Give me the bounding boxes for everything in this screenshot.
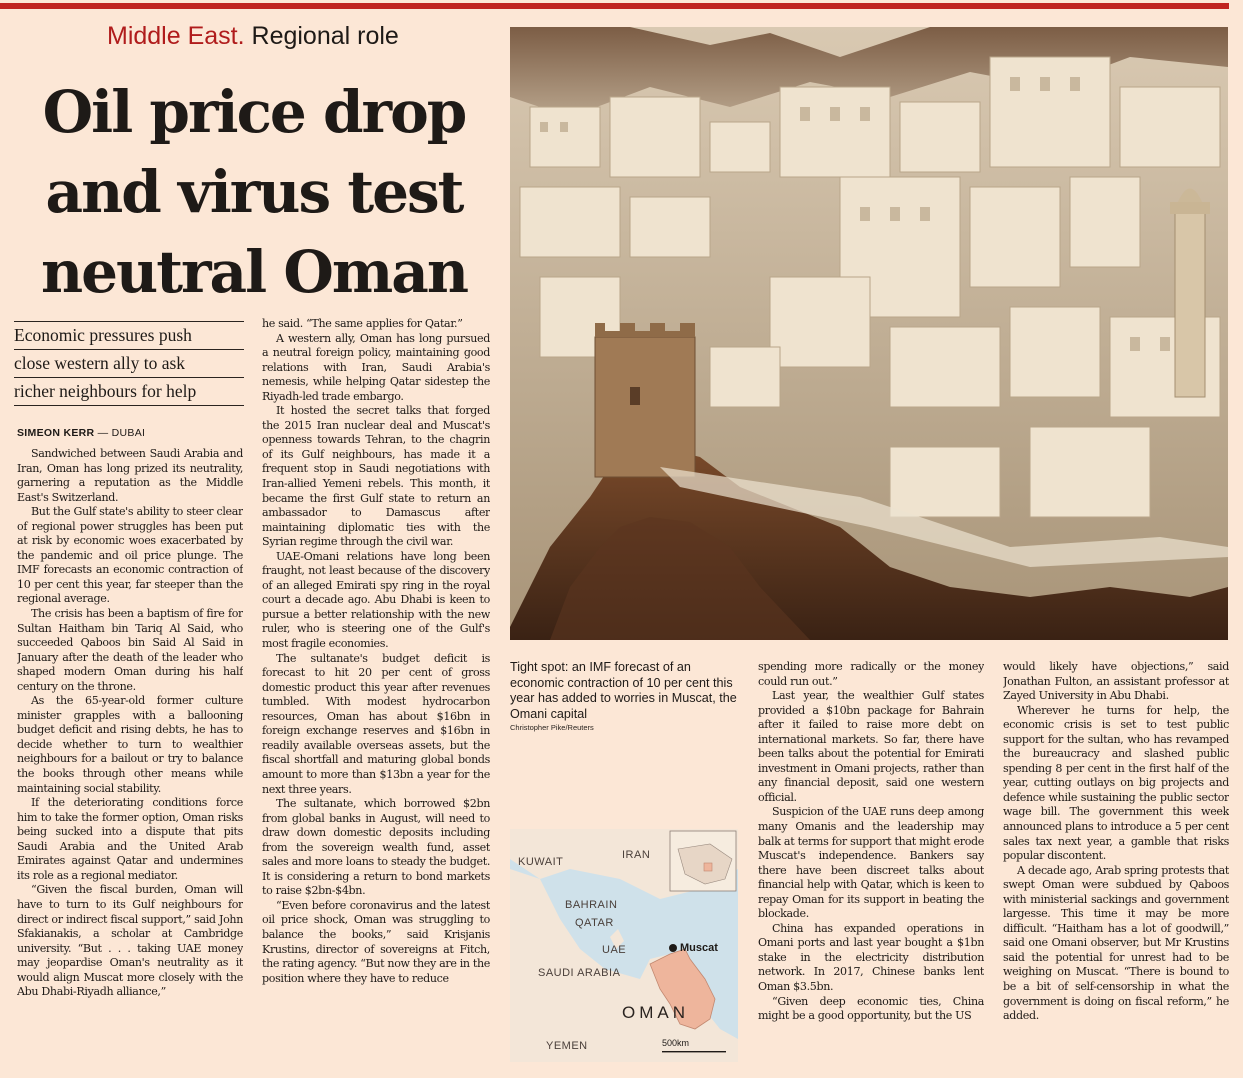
standfirst-line: close western ally to ask <box>14 349 244 377</box>
article-paragraph: UAE-Omani relations have long been fraug… <box>262 549 490 651</box>
article-paragraph: “Given deep economic ties, China might b… <box>758 994 984 1023</box>
article-paragraph: Sandwiched between Saudi Arabia and Iran… <box>17 447 243 504</box>
article-paragraph: Last year, the wealthier Gulf states pro… <box>758 689 984 804</box>
byline-author[interactable]: SIMEON KERR <box>17 427 95 439</box>
map-label-iran: IRAN <box>622 849 651 861</box>
standfirst: Economic pressures push close western al… <box>14 321 244 406</box>
article-paragraph: The crisis has been a baptism of fire fo… <box>17 607 243 693</box>
article-paragraph: Wherever he turns for help, the economic… <box>1003 703 1229 863</box>
map-label-qatar: QATAR <box>575 917 614 929</box>
article-paragraph: A western ally, Oman has long pursued a … <box>262 331 490 403</box>
article-column-2: he said. “The same applies for Qatar.” A… <box>262 317 490 1075</box>
section-header: Middle East. Regional role <box>107 22 399 51</box>
photo-illustration <box>510 27 1228 640</box>
top-accent-bar <box>0 3 1229 9</box>
standfirst-line: Economic pressures push <box>14 321 244 349</box>
article-paragraph: “Even before coronavirus and the latest … <box>262 898 490 985</box>
headline: Oil price drop and virus test neutral Om… <box>14 72 494 312</box>
photo-credit: Christopher Pike/Reuters <box>510 723 594 732</box>
section-label[interactable]: Middle East. <box>107 22 245 50</box>
map-label-uae: UAE <box>602 944 627 956</box>
headline-line: Oil price drop <box>42 78 468 146</box>
map-label-saudi-arabia: SAUDI ARABIA <box>538 967 621 979</box>
map-label-kuwait: KUWAIT <box>518 856 564 868</box>
article-column-3: spending more radically or the money cou… <box>758 660 984 1075</box>
article-paragraph: would likely have objections,” said Jona… <box>1003 660 1229 703</box>
headline-line: and virus test <box>45 158 465 226</box>
article-paragraph: The sultanate's budget deficit is foreca… <box>262 651 490 796</box>
map-label-muscat: Muscat <box>680 942 718 954</box>
map-label-yemen: YEMEN <box>546 1040 588 1052</box>
article-paragraph: A decade ago, Arab spring protests that … <box>1003 863 1229 1023</box>
article-paragraph: he said. “The same applies for Qatar.” <box>262 317 463 330</box>
article-paragraph: China has expanded operations in Omani p… <box>758 921 984 994</box>
article-paragraph: “Given the fiscal burden, Oman will have… <box>17 883 243 999</box>
article-paragraph: If the deteriorating conditions force hi… <box>17 796 243 882</box>
article-paragraph: But the Gulf state's ability to steer cl… <box>17 505 243 606</box>
article-column-4: would likely have objections,” said Jona… <box>1003 660 1229 1075</box>
headline-line: neutral Oman <box>40 238 469 306</box>
article-column-1: Sandwiched between Saudi Arabia and Iran… <box>17 447 243 1075</box>
article-paragraph: It hosted the secret talks that forged t… <box>262 404 490 549</box>
standfirst-line: richer neighbours for help <box>14 377 244 406</box>
byline: SIMEON KERR — DUBAI <box>17 427 145 439</box>
map-drawing <box>510 829 738 1062</box>
subsection-label: Regional role <box>251 22 399 50</box>
muscat-photo[interactable] <box>510 27 1228 640</box>
article-paragraph: Suspicion of the UAE runs deep among man… <box>758 805 984 921</box>
byline-location: — DUBAI <box>97 427 146 439</box>
map-label-bahrain: BAHRAIN <box>565 899 618 911</box>
region-map[interactable]: KUWAIT IRAN BAHRAIN QATAR UAE SAUDI ARAB… <box>510 829 738 1062</box>
photo-caption: Tight spot: an IMF forecast of an econom… <box>510 660 737 721</box>
article-paragraph: As the 65-year-old former culture minist… <box>17 694 243 795</box>
article-paragraph: spending more radically or the money cou… <box>758 660 984 688</box>
article-paragraph: The sultanate, which borrowed $2bn from … <box>262 797 490 898</box>
map-label-oman: OMAN <box>622 1003 689 1022</box>
map-scale: 500km <box>662 1038 690 1048</box>
